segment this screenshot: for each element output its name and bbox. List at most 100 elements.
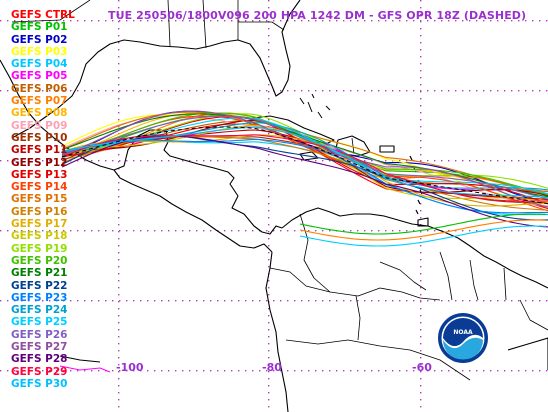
graticule-dot bbox=[329, 300, 331, 302]
graticule-dot bbox=[70, 370, 72, 372]
graticule-dot bbox=[210, 230, 212, 232]
graticule-dot bbox=[118, 7, 120, 9]
graticule-dot bbox=[273, 160, 275, 162]
graticule-dot bbox=[133, 370, 135, 372]
graticule-dot bbox=[231, 20, 233, 22]
graticule-dot bbox=[268, 280, 270, 282]
graticule-dot bbox=[118, 315, 120, 317]
graticule-dot bbox=[98, 300, 100, 302]
graticule-dot bbox=[14, 90, 16, 92]
graticule-dot bbox=[175, 370, 177, 372]
graticule-dot bbox=[329, 90, 331, 92]
graticule-dot bbox=[546, 370, 548, 372]
graticule-dot bbox=[161, 370, 163, 372]
graticule-dot bbox=[77, 160, 79, 162]
graticule-dot bbox=[126, 160, 128, 162]
legend-item: GEFS P30 bbox=[11, 377, 68, 390]
graticule-dot bbox=[252, 160, 254, 162]
graticule-dot bbox=[490, 20, 492, 22]
graticule-dot bbox=[399, 20, 401, 22]
graticule-dot bbox=[483, 300, 485, 302]
graticule-dot bbox=[434, 370, 436, 372]
graticule-dot bbox=[268, 315, 270, 317]
graticule-dot bbox=[294, 90, 296, 92]
graticule-dot bbox=[322, 230, 324, 232]
graticule-dot bbox=[490, 230, 492, 232]
graticule-dot bbox=[168, 160, 170, 162]
graticule-dot bbox=[315, 90, 317, 92]
graticule-dot bbox=[280, 230, 282, 232]
graticule-dot bbox=[268, 217, 270, 219]
graticule-dot bbox=[294, 20, 296, 22]
graticule-dot bbox=[147, 370, 149, 372]
ensemble-contour-line bbox=[61, 134, 548, 221]
graticule-dot bbox=[427, 370, 429, 372]
graticule-dot bbox=[112, 90, 114, 92]
graticule-dot bbox=[315, 20, 317, 22]
graticule-dot bbox=[63, 370, 65, 372]
graticule-dot bbox=[268, 147, 270, 149]
graticule-dot bbox=[280, 300, 282, 302]
gfs-operational-contour bbox=[61, 126, 548, 205]
graticule-dot bbox=[268, 329, 270, 331]
graticule-dot bbox=[231, 370, 233, 372]
legend-item: GEFS P15 bbox=[11, 193, 68, 206]
graticule-dot bbox=[118, 105, 120, 107]
graticule-dot bbox=[385, 20, 387, 22]
graticule-dot bbox=[287, 160, 289, 162]
graticule-dot bbox=[350, 230, 352, 232]
graticule-dot bbox=[483, 20, 485, 22]
graticule-dot bbox=[7, 160, 9, 162]
graticule-dot bbox=[133, 160, 135, 162]
graticule-dot bbox=[126, 230, 128, 232]
graticule-dot bbox=[420, 91, 422, 93]
ensemble-contour-line bbox=[61, 110, 548, 208]
graticule-dot bbox=[469, 90, 471, 92]
graticule-dot bbox=[238, 230, 240, 232]
graticule-dot bbox=[118, 350, 120, 352]
graticule-dot bbox=[91, 160, 93, 162]
graticule-dot bbox=[14, 160, 16, 162]
graticule-dot bbox=[287, 370, 289, 372]
graticule-dot bbox=[203, 370, 205, 372]
graticule-dot bbox=[268, 266, 270, 268]
graticule-dot bbox=[118, 35, 120, 37]
graticule-dot bbox=[420, 119, 422, 121]
graticule-dot bbox=[140, 160, 142, 162]
graticule-dot bbox=[196, 160, 198, 162]
graticule-dot bbox=[441, 90, 443, 92]
graticule-dot bbox=[182, 370, 184, 372]
graticule-dot bbox=[518, 20, 520, 22]
graticule-dot bbox=[350, 20, 352, 22]
graticule-dot bbox=[504, 230, 506, 232]
graticule-dot bbox=[420, 160, 422, 162]
graticule-dot bbox=[77, 300, 79, 302]
graticule-dot bbox=[147, 230, 149, 232]
graticule-dot bbox=[268, 182, 270, 184]
graticule-dot bbox=[0, 90, 2, 92]
graticule-dot bbox=[448, 230, 450, 232]
graticule-dot bbox=[420, 77, 422, 79]
graticule-dot bbox=[175, 90, 177, 92]
graticule-dot bbox=[252, 90, 254, 92]
graticule-dot bbox=[112, 160, 114, 162]
graticule-dot bbox=[371, 20, 373, 22]
graticule-dot bbox=[118, 308, 120, 310]
graticule-dot bbox=[77, 370, 79, 372]
graticule-dot bbox=[84, 90, 86, 92]
graticule-dot bbox=[118, 203, 120, 205]
graticule-dot bbox=[118, 161, 120, 163]
graticule-dot bbox=[469, 160, 471, 162]
graticule-dot bbox=[357, 370, 359, 372]
graticule-dot bbox=[259, 90, 261, 92]
graticule-dot bbox=[175, 20, 177, 22]
graticule-dot bbox=[448, 20, 450, 22]
graticule-dot bbox=[140, 370, 142, 372]
graticule-dot bbox=[268, 357, 270, 359]
graticule-dot bbox=[175, 300, 177, 302]
graticule-dot bbox=[224, 90, 226, 92]
graticule-dot bbox=[420, 364, 422, 366]
graticule-dot bbox=[35, 300, 37, 302]
graticule-dot bbox=[441, 160, 443, 162]
